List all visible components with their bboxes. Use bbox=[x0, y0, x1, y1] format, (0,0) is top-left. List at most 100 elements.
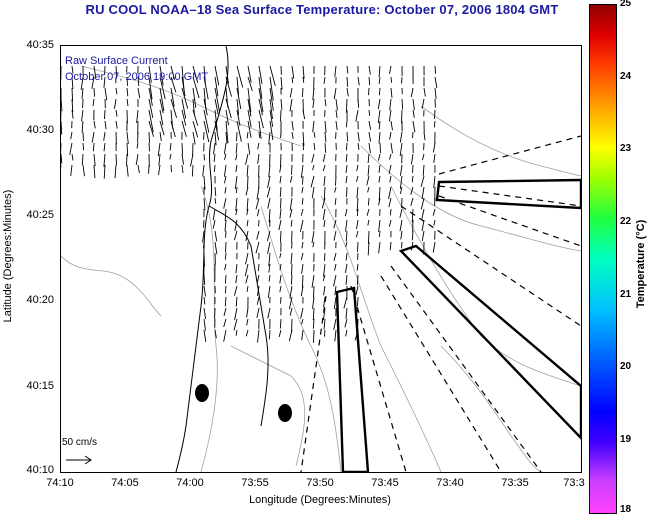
current-vector bbox=[367, 230, 370, 244]
current-vector bbox=[313, 131, 316, 138]
current-vector bbox=[388, 219, 392, 227]
current-vector bbox=[223, 329, 227, 342]
current-vector bbox=[235, 329, 238, 336]
current-vector bbox=[400, 230, 403, 240]
current-vector bbox=[390, 76, 393, 83]
current-vector bbox=[368, 87, 370, 96]
current-vector bbox=[278, 329, 282, 338]
x-tick-label: 74:00 bbox=[176, 477, 204, 489]
current-vector bbox=[357, 131, 360, 142]
current-vector bbox=[302, 76, 305, 83]
current-vector bbox=[378, 197, 381, 206]
current-vector bbox=[214, 197, 217, 204]
current-vector bbox=[245, 329, 249, 337]
current-vector bbox=[181, 120, 187, 137]
current-vector bbox=[356, 219, 359, 230]
current-vector bbox=[322, 274, 326, 282]
current-vector bbox=[366, 208, 370, 216]
bathymetry-contours bbox=[61, 65, 581, 472]
current-vector bbox=[158, 164, 161, 175]
current-vector bbox=[267, 197, 271, 209]
current-vector bbox=[399, 175, 403, 189]
current-vector bbox=[335, 98, 338, 111]
current-vector bbox=[355, 109, 359, 122]
current-vector bbox=[279, 164, 282, 173]
current-vector bbox=[225, 76, 232, 97]
current-vector bbox=[148, 131, 150, 144]
current-vector bbox=[334, 329, 337, 342]
current-vector bbox=[301, 329, 304, 341]
current-vector bbox=[388, 186, 392, 199]
current-vector bbox=[410, 87, 414, 98]
current-vector bbox=[135, 153, 139, 165]
current-vector bbox=[412, 109, 415, 118]
current-vector bbox=[344, 263, 348, 273]
current-vector bbox=[343, 296, 348, 309]
current-vector bbox=[224, 274, 227, 284]
current-vector bbox=[269, 76, 274, 101]
current-vector bbox=[421, 230, 425, 241]
current-vector bbox=[247, 142, 251, 155]
current-vector bbox=[92, 98, 95, 107]
current-vector bbox=[378, 175, 381, 183]
current-vector bbox=[203, 329, 207, 342]
current-vector bbox=[300, 252, 304, 261]
current-vector bbox=[104, 120, 107, 130]
current-vector bbox=[323, 307, 326, 321]
current-vector bbox=[378, 65, 381, 78]
current-vector bbox=[159, 87, 165, 112]
current-vector bbox=[421, 98, 425, 109]
current-vector bbox=[279, 318, 282, 329]
map-title: RU COOL NOAA–18 Sea Surface Temperature:… bbox=[85, 2, 559, 17]
current-vector bbox=[432, 208, 436, 216]
x-tick-label: 74:10 bbox=[46, 477, 74, 489]
current-vector bbox=[378, 87, 381, 96]
current-vector bbox=[223, 164, 227, 177]
current-vector bbox=[247, 76, 253, 92]
current-vector bbox=[214, 186, 217, 197]
colorbar-tick: 24 bbox=[620, 71, 632, 82]
current-vector bbox=[255, 241, 260, 254]
current-vector bbox=[312, 87, 315, 100]
current-vector bbox=[333, 252, 337, 261]
current-vector bbox=[103, 131, 106, 141]
y-axis-label: Latitude (Degrees:Minutes) bbox=[2, 189, 14, 323]
legend-current-date: October 07, 2006 19:00 GMT bbox=[65, 71, 209, 83]
current-vector bbox=[267, 241, 271, 254]
current-vector bbox=[235, 263, 238, 274]
current-vector bbox=[433, 153, 436, 163]
current-vector bbox=[356, 208, 359, 217]
current-vector bbox=[311, 230, 315, 244]
current-vector bbox=[235, 186, 238, 194]
current-vector bbox=[203, 219, 205, 228]
current-vector bbox=[181, 153, 184, 165]
current-vector bbox=[302, 142, 305, 151]
current-vector bbox=[126, 131, 129, 144]
current-vector bbox=[203, 318, 206, 331]
current-vector bbox=[113, 98, 117, 109]
current-vector bbox=[258, 76, 263, 99]
current-vector bbox=[312, 120, 315, 133]
current-vector bbox=[345, 219, 348, 232]
current-vector bbox=[367, 241, 370, 256]
current-vector bbox=[170, 98, 178, 118]
current-vector bbox=[181, 98, 187, 119]
current-vector bbox=[323, 263, 326, 277]
current-vector bbox=[81, 153, 84, 166]
current-vector bbox=[311, 186, 315, 199]
current-vector bbox=[300, 208, 304, 216]
current-vector bbox=[213, 164, 216, 172]
current-vector bbox=[61, 120, 63, 135]
current-vector bbox=[368, 76, 371, 86]
current-vector bbox=[214, 65, 220, 86]
current-vector bbox=[389, 175, 392, 183]
current-vector bbox=[389, 65, 392, 74]
current-vector bbox=[301, 274, 304, 288]
current-vector bbox=[302, 65, 305, 79]
current-vector bbox=[104, 87, 108, 101]
current-vector bbox=[225, 65, 229, 84]
current-vector bbox=[280, 98, 283, 110]
map-plot-area[interactable] bbox=[60, 45, 582, 473]
scale-label: 50 cm/s bbox=[62, 437, 98, 448]
current-vector bbox=[246, 285, 249, 292]
